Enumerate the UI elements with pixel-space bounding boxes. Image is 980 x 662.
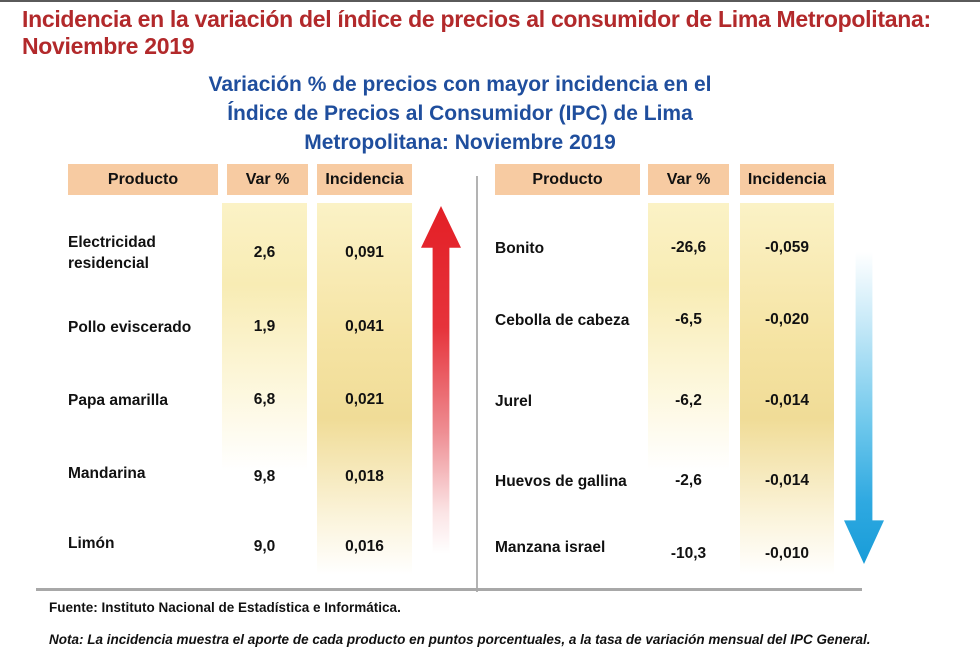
table-row-incidencia: -0,010 bbox=[765, 545, 809, 562]
left-var-column-strip bbox=[222, 203, 307, 575]
methodology-note: Nota: La incidencia muestra el aporte de… bbox=[49, 632, 871, 647]
table-row-var: -26,6 bbox=[670, 239, 707, 256]
table-row-var: -6,5 bbox=[675, 311, 702, 328]
table-row-product: Cebolla de cabeza bbox=[495, 311, 630, 329]
table-row-incidencia: -0,014 bbox=[765, 392, 809, 409]
chart-title-line-1: Variación % de precios con mayor inciden… bbox=[208, 73, 712, 96]
table-row-var: -2,6 bbox=[675, 472, 702, 489]
table-row-product: Mandarina bbox=[68, 464, 146, 482]
right-header-incidencia: Incidencia bbox=[740, 164, 834, 195]
table-row-incidencia: 0,021 bbox=[345, 391, 384, 408]
table-row-incidencia: 0,016 bbox=[345, 538, 384, 555]
right-incidencia-column-strip bbox=[740, 203, 834, 575]
table-row-var: -10,3 bbox=[670, 545, 707, 562]
table-row-product: Huevos de gallina bbox=[495, 472, 627, 490]
table-divider bbox=[476, 176, 478, 592]
table-row-incidencia: -0,020 bbox=[765, 311, 809, 328]
table-row-product: Papa amarilla bbox=[68, 391, 168, 409]
chart-title: Variación % de precios con mayor inciden… bbox=[60, 70, 860, 157]
table-row-var: 9,8 bbox=[253, 468, 276, 485]
table-row-incidencia: -0,014 bbox=[765, 472, 809, 489]
table-row-incidencia: 0,018 bbox=[345, 468, 384, 485]
left-incidencia-column-strip bbox=[317, 203, 412, 575]
right-var-column-strip bbox=[648, 203, 729, 575]
chart-title-line-3: Metropolitana: Noviembre 2019 bbox=[304, 131, 616, 154]
table-row-incidencia: -0,059 bbox=[765, 239, 809, 256]
left-header-var: Var % bbox=[227, 164, 308, 195]
table-row-var: -6,2 bbox=[675, 392, 702, 409]
table-row-product: Pollo eviscerado bbox=[68, 318, 192, 336]
table-row-var: 1,9 bbox=[253, 318, 276, 335]
left-header-incidencia: Incidencia bbox=[317, 164, 412, 195]
table-row-incidencia: 0,041 bbox=[345, 318, 384, 335]
table-row-product: Manzana israel bbox=[495, 538, 606, 556]
page-title: Incidencia en la variación del índice de… bbox=[22, 6, 931, 59]
top-border-strip bbox=[0, 0, 980, 2]
table-row-product: Bonito bbox=[495, 239, 545, 257]
down-arrow-icon bbox=[844, 252, 884, 564]
right-header-producto: Producto bbox=[495, 164, 640, 195]
table-row-incidencia: 0,091 bbox=[345, 244, 384, 261]
table-row-product: Electricidad residencial bbox=[68, 234, 156, 272]
source-note: Fuente: Instituto Nacional de Estadístic… bbox=[49, 600, 401, 615]
table-row-product: Jurel bbox=[495, 392, 533, 410]
table-row-var: 9,0 bbox=[253, 538, 276, 555]
table-row-var: 2,6 bbox=[253, 244, 276, 261]
table-row-var: 6,8 bbox=[253, 391, 276, 408]
right-header-var: Var % bbox=[648, 164, 729, 195]
footer-divider bbox=[36, 588, 862, 591]
up-arrow-icon bbox=[421, 206, 461, 554]
table-row-product: Limón bbox=[68, 534, 115, 552]
left-header-producto: Producto bbox=[68, 164, 218, 195]
chart-title-line-2: Índice de Precios al Consumidor (IPC) de… bbox=[227, 102, 693, 125]
